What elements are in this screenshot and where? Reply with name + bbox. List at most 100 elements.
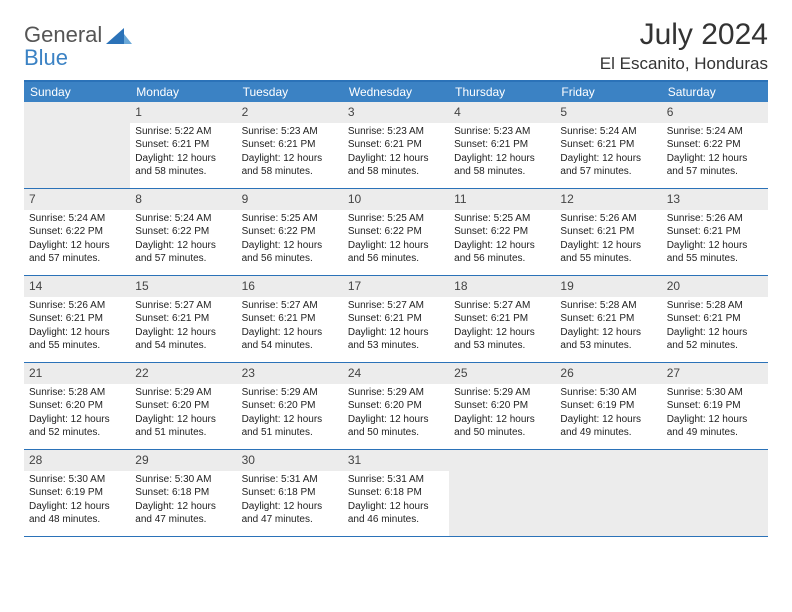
sunset-line: Sunset: 6:21 PM — [454, 312, 550, 326]
daylight-line: Daylight: 12 hours and 57 minutes. — [29, 239, 125, 266]
calendar-day: 15Sunrise: 5:27 AMSunset: 6:21 PMDayligh… — [130, 276, 236, 362]
calendar-day: 31Sunrise: 5:31 AMSunset: 6:18 PMDayligh… — [343, 450, 449, 536]
day-number: 5 — [560, 105, 567, 119]
daylight-line: Daylight: 12 hours and 50 minutes. — [348, 413, 444, 440]
calendar-day: 6Sunrise: 5:24 AMSunset: 6:22 PMDaylight… — [662, 102, 768, 188]
day-number: 19 — [560, 279, 573, 293]
calendar-week: 7Sunrise: 5:24 AMSunset: 6:22 PMDaylight… — [24, 189, 768, 276]
daylight-line: Daylight: 12 hours and 55 minutes. — [29, 326, 125, 353]
calendar-day: 5Sunrise: 5:24 AMSunset: 6:21 PMDaylight… — [555, 102, 661, 188]
sunset-line: Sunset: 6:21 PM — [454, 138, 550, 152]
weekday-tuesday: Tuesday — [237, 82, 343, 102]
daylight-line: Daylight: 12 hours and 56 minutes. — [242, 239, 338, 266]
calendar-day: 25Sunrise: 5:29 AMSunset: 6:20 PMDayligh… — [449, 363, 555, 449]
calendar-day: 9 Sunrise: 5:25 AMSunset: 6:22 PMDaylight… — [237, 189, 343, 275]
day-number: 14 — [29, 279, 42, 293]
daylight-line: Daylight: 12 hours and 52 minutes. — [29, 413, 125, 440]
sunset-line: Sunset: 6:19 PM — [667, 399, 763, 413]
sunset-line: Sunset: 6:20 PM — [135, 399, 231, 413]
day-number: 9 — [242, 192, 249, 206]
calendar-day — [662, 450, 768, 536]
daylight-line: Daylight: 12 hours and 46 minutes. — [348, 500, 444, 527]
sunrise-line: Sunrise: 5:31 AM — [242, 473, 338, 487]
day-number: 21 — [29, 366, 42, 380]
sunrise-line: Sunrise: 5:24 AM — [560, 125, 656, 139]
day-number: 31 — [348, 453, 361, 467]
sunset-line: Sunset: 6:21 PM — [135, 312, 231, 326]
calendar-day: 18Sunrise: 5:27 AMSunset: 6:21 PMDayligh… — [449, 276, 555, 362]
sunrise-line: Sunrise: 5:24 AM — [135, 212, 231, 226]
sunrise-line: Sunrise: 5:24 AM — [667, 125, 763, 139]
brand-part1: General — [24, 22, 102, 47]
sunset-line: Sunset: 6:21 PM — [667, 225, 763, 239]
day-number: 29 — [135, 453, 148, 467]
weekday-header: Sunday Monday Tuesday Wednesday Thursday… — [24, 82, 768, 102]
sunrise-line: Sunrise: 5:28 AM — [560, 299, 656, 313]
daylight-line: Daylight: 12 hours and 58 minutes. — [454, 152, 550, 179]
sunrise-line: Sunrise: 5:23 AM — [348, 125, 444, 139]
daylight-line: Daylight: 12 hours and 48 minutes. — [29, 500, 125, 527]
sunset-line: Sunset: 6:21 PM — [29, 312, 125, 326]
calendar-day: 12Sunrise: 5:26 AMSunset: 6:21 PMDayligh… — [555, 189, 661, 275]
daylight-line: Daylight: 12 hours and 53 minutes. — [454, 326, 550, 353]
weekday-monday: Monday — [130, 82, 236, 102]
sunset-line: Sunset: 6:21 PM — [135, 138, 231, 152]
sunrise-line: Sunrise: 5:23 AM — [242, 125, 338, 139]
brand-logo: General Blue — [24, 24, 132, 70]
day-number: 25 — [454, 366, 467, 380]
calendar-day — [449, 450, 555, 536]
daylight-line: Daylight: 12 hours and 51 minutes. — [135, 413, 231, 440]
daylight-line: Daylight: 12 hours and 53 minutes. — [348, 326, 444, 353]
sunset-line: Sunset: 6:21 PM — [348, 312, 444, 326]
sunset-line: Sunset: 6:22 PM — [348, 225, 444, 239]
calendar-day: 2Sunrise: 5:23 AMSunset: 6:21 PMDaylight… — [237, 102, 343, 188]
day-number: 18 — [454, 279, 467, 293]
sunrise-line: Sunrise: 5:26 AM — [29, 299, 125, 313]
sunrise-line: Sunrise: 5:27 AM — [348, 299, 444, 313]
calendar-day: 14 Sunrise: 5:26 AMSunset: 6:21 PMDayligh… — [24, 276, 130, 362]
calendar-day: 17Sunrise: 5:27 AMSunset: 6:21 PMDayligh… — [343, 276, 449, 362]
day-number: 24 — [348, 366, 361, 380]
calendar-day: 3Sunrise: 5:23 AMSunset: 6:21 PMDaylight… — [343, 102, 449, 188]
sunset-line: Sunset: 6:22 PM — [242, 225, 338, 239]
daylight-line: Daylight: 12 hours and 55 minutes. — [667, 239, 763, 266]
sunrise-line: Sunrise: 5:30 AM — [667, 386, 763, 400]
daylight-line: Daylight: 12 hours and 51 minutes. — [242, 413, 338, 440]
calendar-day: 1Sunrise: 5:22 AMSunset: 6:21 PMDaylight… — [130, 102, 236, 188]
weekday-friday: Friday — [555, 82, 661, 102]
sunrise-line: Sunrise: 5:29 AM — [242, 386, 338, 400]
sunset-line: Sunset: 6:20 PM — [348, 399, 444, 413]
daylight-line: Daylight: 12 hours and 47 minutes. — [242, 500, 338, 527]
weekday-wednesday: Wednesday — [343, 82, 449, 102]
sunset-line: Sunset: 6:21 PM — [560, 225, 656, 239]
sunrise-line: Sunrise: 5:30 AM — [29, 473, 125, 487]
month-title: July 2024 — [600, 18, 768, 52]
sunset-line: Sunset: 6:19 PM — [560, 399, 656, 413]
daylight-line: Daylight: 12 hours and 58 minutes. — [348, 152, 444, 179]
daylight-line: Daylight: 12 hours and 49 minutes. — [667, 413, 763, 440]
day-number: 4 — [454, 105, 461, 119]
calendar-day: 30Sunrise: 5:31 AMSunset: 6:18 PMDayligh… — [237, 450, 343, 536]
calendar-day: 22Sunrise: 5:29 AMSunset: 6:20 PMDayligh… — [130, 363, 236, 449]
sunrise-line: Sunrise: 5:31 AM — [348, 473, 444, 487]
day-number: 28 — [29, 453, 42, 467]
calendar-day: 20Sunrise: 5:28 AMSunset: 6:21 PMDayligh… — [662, 276, 768, 362]
sunrise-line: Sunrise: 5:25 AM — [242, 212, 338, 226]
sunset-line: Sunset: 6:22 PM — [29, 225, 125, 239]
calendar-day — [555, 450, 661, 536]
sunrise-line: Sunrise: 5:25 AM — [348, 212, 444, 226]
calendar-day: 23Sunrise: 5:29 AMSunset: 6:20 PMDayligh… — [237, 363, 343, 449]
sunrise-line: Sunrise: 5:24 AM — [29, 212, 125, 226]
calendar-week: 28Sunrise: 5:30 AMSunset: 6:19 PMDayligh… — [24, 450, 768, 537]
day-number: 22 — [135, 366, 148, 380]
calendar-day: 24Sunrise: 5:29 AMSunset: 6:20 PMDayligh… — [343, 363, 449, 449]
sunset-line: Sunset: 6:18 PM — [135, 486, 231, 500]
day-number: 1 — [135, 105, 142, 119]
calendar-day: 4Sunrise: 5:23 AMSunset: 6:21 PMDaylight… — [449, 102, 555, 188]
day-number: 20 — [667, 279, 680, 293]
day-number: 12 — [560, 192, 573, 206]
daylight-line: Daylight: 12 hours and 55 minutes. — [560, 239, 656, 266]
daylight-line: Daylight: 12 hours and 58 minutes. — [135, 152, 231, 179]
sunset-line: Sunset: 6:22 PM — [454, 225, 550, 239]
sunset-line: Sunset: 6:21 PM — [242, 312, 338, 326]
